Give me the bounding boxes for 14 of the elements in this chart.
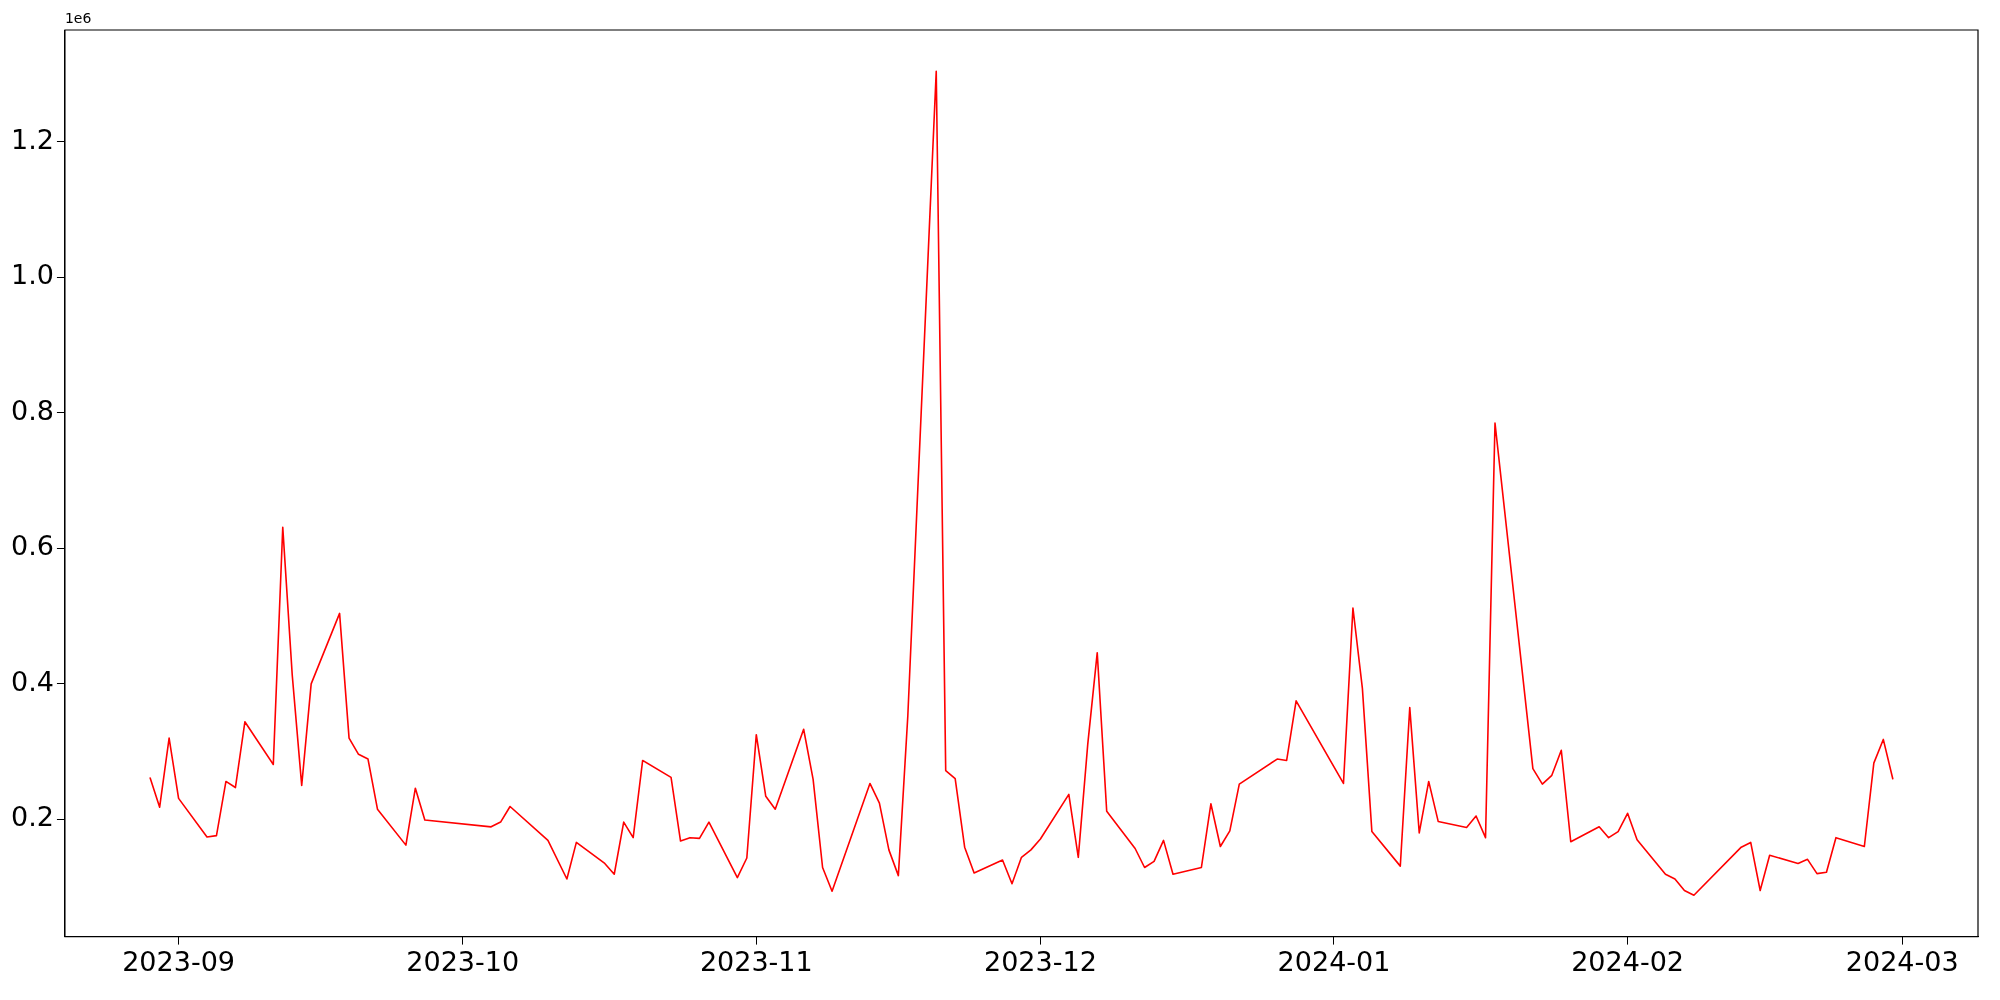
x-tick-label: 2024-01 — [1277, 945, 1391, 977]
x-tick-label: 2024-03 — [1845, 945, 1959, 977]
x-tick-label: 2023-12 — [984, 945, 1097, 977]
x-tick-label: 2024-02 — [1571, 945, 1684, 977]
y-tick-label: 0.8 — [10, 394, 54, 426]
text: 1e6 — [64, 9, 92, 26]
x-tick-label: 2023-10 — [406, 945, 520, 977]
y-tick-label: 0.6 — [10, 530, 54, 562]
y-tick-label: 1.0 — [10, 259, 54, 291]
x-tick-label: 2023-09 — [122, 945, 235, 977]
y-tick-label: 0.4 — [10, 665, 54, 697]
x-tick-label: 2023-11 — [699, 945, 813, 977]
y-tick-label: 0.2 — [10, 801, 54, 833]
y-tick-label: 1.2 — [10, 123, 54, 155]
